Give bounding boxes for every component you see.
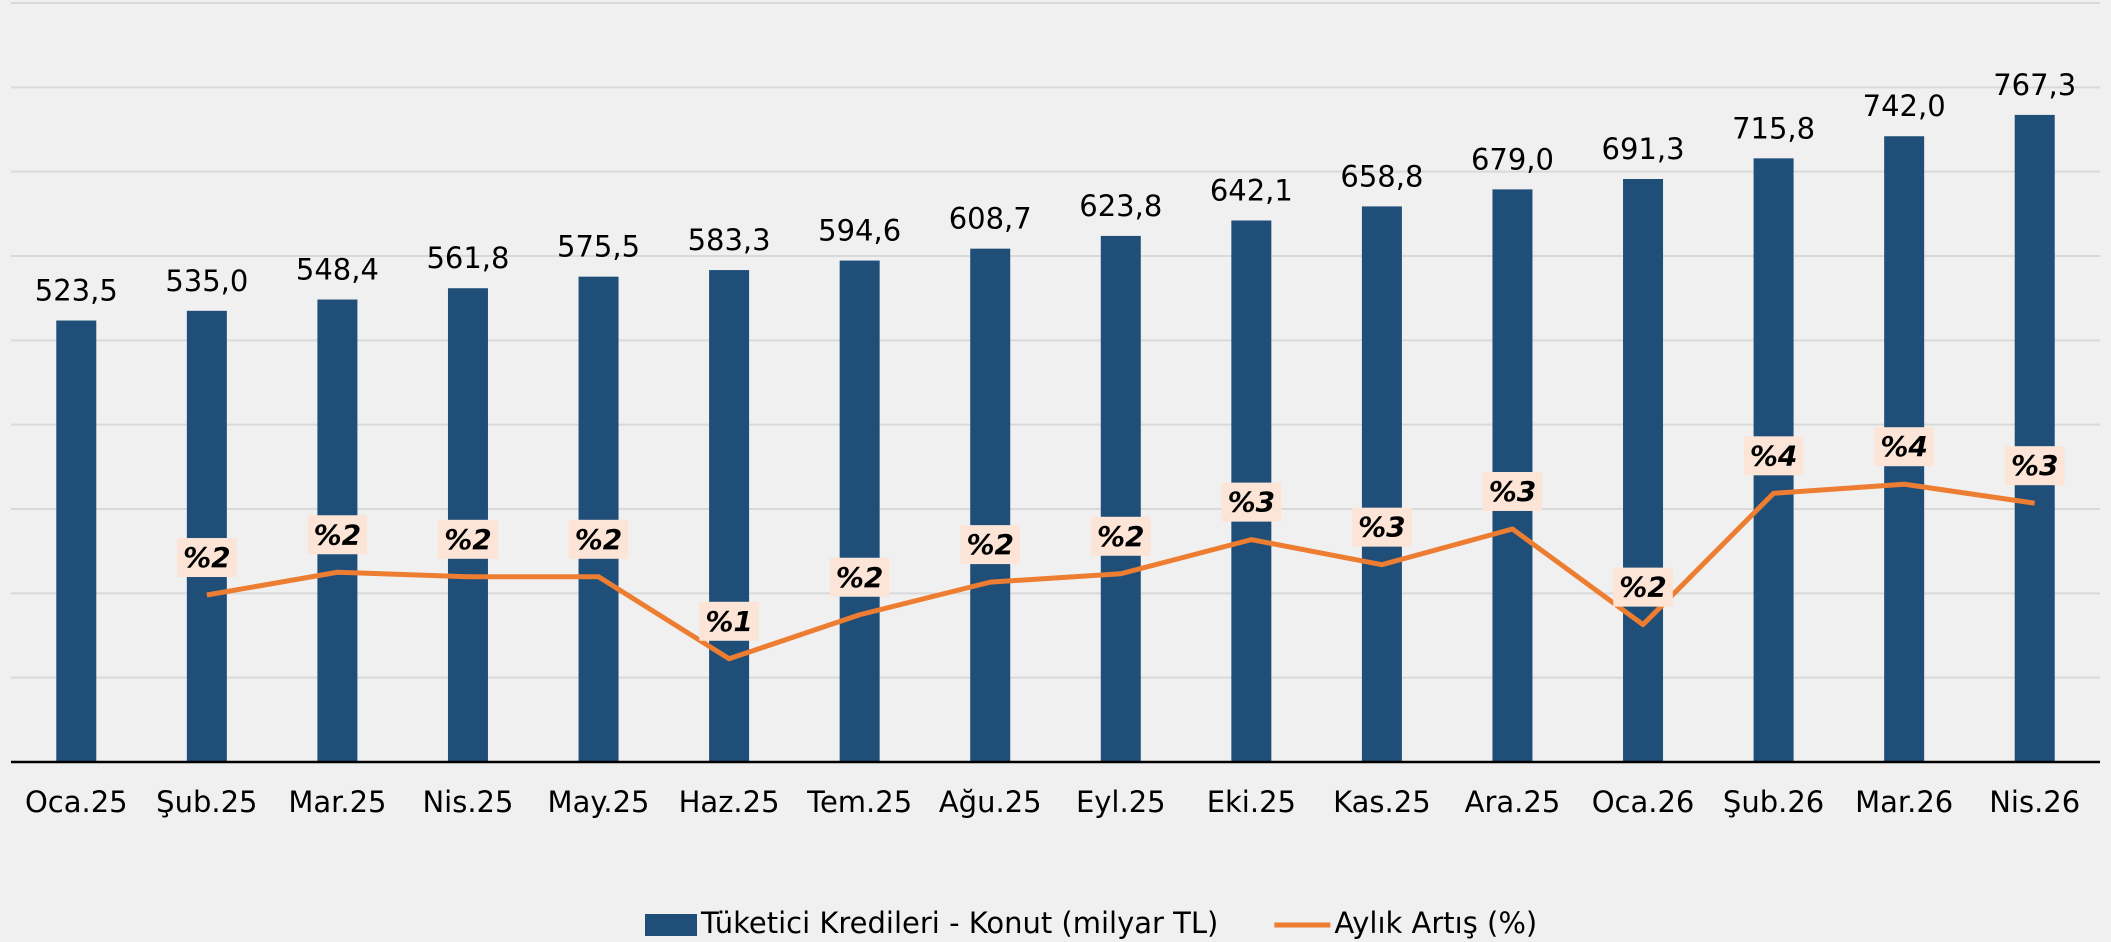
line-value-label: %2 [177,538,237,578]
label-background [1743,436,1804,476]
line-value-label: %1 [699,601,759,641]
line-value-label-text: %2 [1097,520,1145,553]
line-value-label-text: %2 [183,541,231,574]
line-value-label: %2 [307,515,368,555]
x-tick-label: Oca.25 [25,785,128,819]
bar [970,248,1011,763]
label-background [177,538,237,578]
bar-value-label: 594,6 [818,214,901,248]
bar [1100,235,1141,763]
line-value-label-text: %3 [1358,511,1406,544]
bar-value-label: 658,8 [1340,159,1423,193]
label-background [829,557,890,597]
line-value-label: %2 [1613,567,1673,607]
label-background [960,525,1020,565]
x-tick-label: Oca.26 [1592,785,1695,819]
label-background [2004,446,2065,486]
line-value-label: %3 [2004,446,2065,486]
line-value-label-text: %3 [1489,475,1537,508]
line-value-label: %2 [1091,516,1151,556]
label-background [1874,427,1934,467]
bar [1623,179,1664,762]
line-value-label-text: %4 [1880,430,1928,463]
bar-value-label: 715,8 [1732,111,1815,145]
x-tick-label: Ağu.25 [939,785,1042,819]
legend-label: Tüketici Kredileri - Konut (milyar TL) [700,906,1218,940]
bar-value-label: 767,3 [1993,68,2076,102]
label-background [568,519,629,559]
line-value-label: %2 [568,519,629,559]
line [206,481,2036,662]
bar-value-label: 679,0 [1471,142,1554,176]
x-tick-label: Tem.25 [806,785,912,819]
line-value-label: %4 [1743,436,1804,476]
label-background [307,515,368,555]
bar-value-label: 691,3 [1602,132,1685,166]
label-background [1613,567,1673,607]
bar [1361,206,1402,763]
bar [2014,114,2055,762]
bar-value-label: 583,3 [688,223,771,257]
line-value-label-text: %2 [1619,571,1667,604]
line-value-label-text: %3 [1228,486,1276,519]
bar-value-label: 561,8 [426,241,509,275]
line-value-label: %4 [1874,427,1934,467]
line-value-label: %3 [1482,471,1543,511]
bar-value-label: 608,7 [949,202,1032,236]
x-tick-label: Mar.25 [288,785,386,819]
line-value-label-text: %2 [575,523,623,556]
label-background [1482,471,1543,511]
bar [709,270,750,762]
line-value-label-text: %2 [314,518,362,551]
x-tick-label: Haz.25 [679,785,780,819]
legend-label: Aylık Artış (%) [1334,906,1537,940]
bar-value-label: 742,0 [1863,89,1946,123]
line-value-label-text: %2 [444,523,492,556]
x-tick-label: Eyl.25 [1076,785,1166,819]
bar [56,320,97,762]
x-tick-label: Şub.25 [156,785,257,819]
line-value-label: %2 [438,519,498,559]
line-value-label-text: %2 [966,528,1014,561]
line-value-label: %2 [960,525,1020,565]
x-tick-label: Mar.26 [1855,785,1953,819]
line-value-label-text: %1 [705,605,753,638]
x-tick-label: May.25 [548,785,650,819]
line-value-label-text: %4 [1750,439,1798,472]
bar [578,276,619,762]
x-tick-label: Ara.25 [1465,785,1561,819]
x-tick-label: Nis.26 [1989,785,2080,819]
label-background [1352,507,1412,547]
line-value-label: %3 [1352,507,1412,547]
legend-swatch [645,914,697,936]
x-tick-label: Şub.26 [1723,785,1824,819]
line-value-label-text: %2 [836,561,884,594]
bar [839,260,880,762]
label-background [1091,516,1151,556]
x-tick-label: Eki.25 [1207,785,1296,819]
bar-value-label: 623,8 [1079,189,1162,223]
label-background [438,519,498,559]
line-value-label: %2 [829,557,890,597]
bar-value-label: 523,5 [35,274,118,308]
bar-value-label: 535,0 [165,264,248,298]
x-tick-label: Nis.25 [422,785,513,819]
bar [186,310,227,762]
x-tick-label: Kas.25 [1333,785,1431,819]
bar-value-label: 548,4 [296,253,379,287]
line-value-label-text: %3 [2011,449,2059,482]
line-value-label: %3 [1221,482,1282,522]
bar-value-label: 642,1 [1210,173,1293,207]
bar-value-label: 575,5 [557,230,640,264]
label-background [1221,482,1282,522]
label-background [699,601,759,641]
